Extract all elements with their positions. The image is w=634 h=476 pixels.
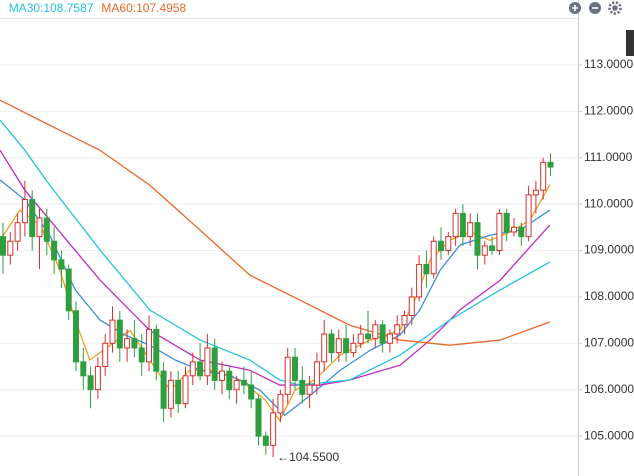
y-tick-label: 110.0000 xyxy=(584,196,633,210)
candle-body xyxy=(503,212,510,233)
candle-body xyxy=(467,222,474,238)
y-tick-label: 107.0000 xyxy=(584,335,634,349)
legend-entry: 5 xyxy=(0,1,1,15)
candle-body xyxy=(532,189,539,196)
candle-body xyxy=(335,338,342,354)
candle-body xyxy=(36,217,43,238)
candle-body xyxy=(284,356,291,395)
candle-body xyxy=(65,268,72,312)
candle-body xyxy=(189,361,196,377)
candle-body xyxy=(547,161,554,168)
candle-body xyxy=(394,324,401,335)
candle-body xyxy=(240,379,247,386)
candle-body xyxy=(365,333,371,340)
candle-body xyxy=(131,338,138,349)
settings-button[interactable] xyxy=(608,1,622,15)
candle-body xyxy=(167,379,174,409)
candle-body xyxy=(87,375,94,391)
candle-body xyxy=(357,333,364,344)
candle-body xyxy=(299,379,306,395)
candle-body xyxy=(386,333,393,344)
candle-body xyxy=(116,319,123,349)
candle-body xyxy=(489,245,496,252)
candle-body xyxy=(438,240,444,252)
candle-body xyxy=(423,263,430,275)
candle-body xyxy=(379,324,386,344)
candle-body xyxy=(182,375,189,405)
candle-body xyxy=(496,212,503,252)
y-tick-label: 112.0000 xyxy=(584,104,633,118)
candle-body xyxy=(160,370,167,409)
y-tick-label: 113.0000 xyxy=(584,57,633,71)
candle-body xyxy=(445,236,452,252)
candle-body xyxy=(51,240,58,261)
candle-body xyxy=(430,240,437,275)
legend-entry: MA30:108.7587 xyxy=(9,1,94,15)
candle-body xyxy=(226,370,233,391)
candle-body xyxy=(401,314,408,326)
y-tick-label: 108.0000 xyxy=(584,289,634,303)
scrollbar xyxy=(626,30,634,56)
candle-body xyxy=(14,222,21,242)
candle-body xyxy=(0,236,6,256)
candle-body xyxy=(80,361,87,377)
candle-body xyxy=(94,366,101,391)
candle-body xyxy=(350,342,357,354)
candle-body xyxy=(219,370,225,381)
candle-body xyxy=(525,194,532,238)
candle-body xyxy=(459,212,466,238)
candle-body xyxy=(372,324,379,340)
candle-body xyxy=(481,245,488,256)
candle-body xyxy=(233,379,240,391)
candle-body xyxy=(277,393,284,414)
y-tick-label: 105.0000 xyxy=(584,428,634,442)
candle-body xyxy=(109,319,116,344)
candle-body xyxy=(408,296,415,316)
candle-body xyxy=(211,347,218,381)
y-tick-label: 109.0000 xyxy=(584,243,634,257)
legend: 5 MA30:108.7587 MA60:107.4958 xyxy=(0,1,186,15)
zoom-out-button[interactable] xyxy=(589,2,601,14)
candle-body xyxy=(306,384,313,395)
candle-body xyxy=(270,412,277,446)
y-tick-label: 106.0000 xyxy=(584,382,634,396)
candle-body xyxy=(328,333,335,354)
candle-body xyxy=(343,338,350,354)
candle-body xyxy=(197,361,204,377)
candle-body xyxy=(321,333,328,363)
candle-body xyxy=(248,384,255,400)
candle-body xyxy=(153,328,160,372)
candle-body xyxy=(21,198,28,224)
candle-body xyxy=(292,356,298,381)
candle-body xyxy=(58,259,65,270)
candle-body xyxy=(313,361,320,386)
candle-body xyxy=(175,379,182,405)
candle-body xyxy=(416,263,423,298)
candle-body xyxy=(138,347,145,363)
candle-body xyxy=(452,212,459,238)
candle-body xyxy=(255,398,262,437)
candle-body xyxy=(474,222,481,256)
y-tick-label: 111.0000 xyxy=(584,150,633,164)
candle-body xyxy=(102,342,109,368)
candle-body xyxy=(511,226,517,233)
moving-average-line xyxy=(0,119,551,386)
candle-body xyxy=(146,328,152,363)
candle-body xyxy=(518,226,525,238)
legend-entry: MA60:107.4958 xyxy=(101,1,186,15)
candle-body xyxy=(43,217,50,242)
candle-body xyxy=(73,310,79,363)
low-annotation: ←104.5500 xyxy=(277,450,339,464)
candle-body xyxy=(124,338,131,349)
candle-body xyxy=(7,240,14,256)
candle-body xyxy=(29,198,36,238)
zoom-in-button[interactable] xyxy=(569,2,581,14)
moving-average-line xyxy=(0,179,551,417)
candle-body xyxy=(262,435,269,446)
candle-body xyxy=(204,347,211,377)
plot-area xyxy=(0,99,554,457)
moving-average-line xyxy=(0,99,550,346)
candle-body xyxy=(540,161,547,191)
